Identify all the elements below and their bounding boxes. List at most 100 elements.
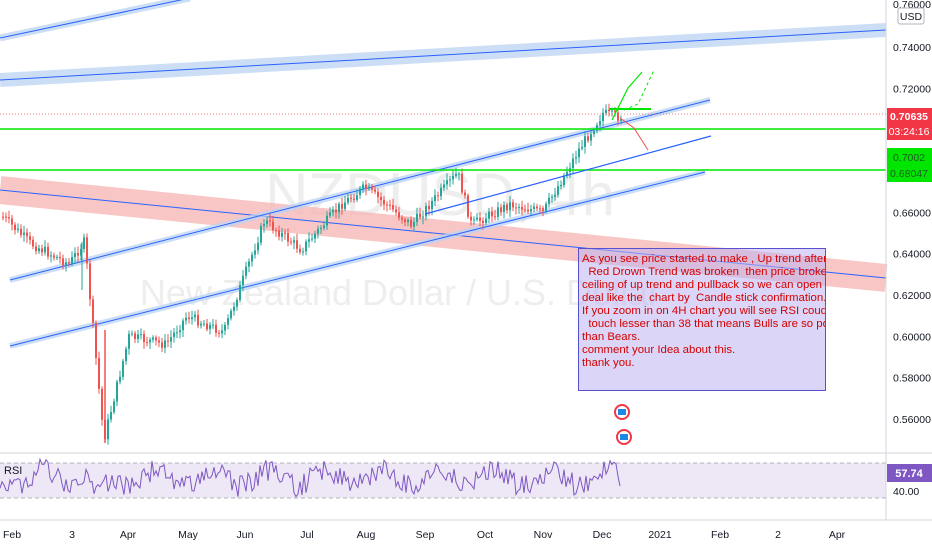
candle-body — [551, 196, 553, 198]
candle-body — [47, 246, 49, 257]
candle-body — [185, 317, 187, 321]
candlestick-series — [2, 103, 622, 445]
candle-body — [596, 125, 598, 131]
candle-body — [266, 220, 268, 225]
price-axis[interactable]: 0.74000 0.72000 0.66000 0.64000 0.62000 0.600… — [885, 0, 931, 520]
candle-body — [398, 212, 400, 218]
flag-icon[interactable] — [618, 409, 626, 415]
candle-body — [137, 334, 139, 339]
time-tick-label: Oct — [477, 529, 493, 541]
candle-body — [356, 195, 358, 200]
current-price-value: 0.70635 — [890, 111, 928, 123]
time-tick-label: 2021 — [648, 529, 672, 541]
candle-body — [77, 253, 79, 256]
candle-body — [23, 232, 25, 235]
candle-body — [152, 337, 154, 340]
candle-body — [68, 262, 70, 264]
candle-body — [341, 203, 343, 209]
currency-badge-label[interactable]: USD — [900, 11, 923, 23]
candle-body — [44, 246, 46, 253]
candle-body — [497, 207, 499, 217]
candle-body — [83, 237, 85, 249]
candle-body — [311, 238, 313, 240]
price-tick-label: 0.66000 — [893, 207, 931, 219]
candle-body — [53, 255, 55, 258]
currency-badge[interactable] — [897, 7, 925, 25]
candle-body — [602, 112, 604, 122]
candle-body — [89, 263, 91, 300]
candle-body — [443, 184, 445, 188]
candle-body — [218, 332, 220, 334]
time-tick-label: Nov — [534, 529, 553, 541]
candle-body — [296, 240, 298, 249]
candle-body — [524, 209, 526, 211]
candle-body — [2, 216, 4, 218]
candle-body — [608, 109, 610, 112]
current-price-badge — [887, 108, 932, 140]
candle-body — [179, 330, 181, 333]
candle-body — [416, 213, 418, 222]
candle-body — [575, 157, 577, 159]
candle-body — [176, 332, 178, 334]
annotation-line: Red Drown Trend was broken then price br… — [582, 266, 826, 278]
candle-body — [212, 324, 214, 326]
candle-body — [200, 323, 202, 326]
candle-body — [590, 134, 592, 141]
level-badge-value: 0.7002 — [893, 152, 925, 164]
candle-body — [503, 204, 505, 212]
candle-body — [122, 361, 124, 377]
flag-icon[interactable] — [620, 434, 628, 440]
candle-body — [14, 224, 16, 231]
candle-body — [194, 314, 196, 318]
candle-body — [317, 228, 319, 234]
candle-body — [245, 266, 247, 276]
price-tick-label: 0.64000 — [893, 249, 931, 261]
price-tick-label: 0.58000 — [893, 373, 931, 385]
candle-body — [440, 187, 442, 197]
candle-body — [488, 211, 490, 219]
time-tick-label: Apr — [120, 529, 137, 541]
candle-body — [470, 216, 472, 221]
candle-body — [74, 253, 76, 258]
annotation-note[interactable]: As you see price started to make , Up tr… — [578, 248, 826, 391]
candle-body — [233, 306, 235, 311]
annotation-line: As you see price started to make , Up tr… — [582, 253, 826, 265]
candle-body — [65, 262, 67, 266]
rsi-pane: RSI — [0, 452, 932, 499]
rsi-value: 57.74 — [895, 468, 923, 480]
candle-body — [494, 216, 496, 218]
candle-body — [287, 233, 289, 242]
candle-body — [614, 110, 616, 113]
price-tick-label: 0.72000 — [893, 83, 931, 95]
candle-body — [305, 241, 307, 252]
upper-channel-band-midline — [0, 29, 887, 81]
event-flags[interactable] — [614, 404, 632, 445]
level-badge — [887, 148, 932, 182]
candle-body — [164, 340, 166, 348]
candle-body — [113, 401, 115, 413]
candle-body — [224, 324, 226, 331]
candle-body — [203, 323, 205, 325]
candle-body — [521, 206, 523, 210]
candle-body — [206, 323, 208, 330]
candle-body — [38, 248, 40, 252]
candle-body — [509, 202, 511, 211]
countdown-timer: 03:24:16 — [889, 126, 930, 138]
candle-body — [437, 195, 439, 197]
candle-body — [560, 185, 562, 187]
time-tick-label: Aug — [357, 529, 376, 541]
time-tick-label: Feb — [711, 529, 729, 541]
candle-body — [134, 333, 136, 339]
candle-body — [527, 209, 529, 212]
candle-body — [533, 206, 535, 210]
candle-body — [329, 212, 331, 216]
candle-body — [482, 220, 484, 224]
candle-body — [518, 206, 520, 208]
time-axis[interactable]: Feb 3 Apr May Jun Jul Aug Sep Oct Nov Dec 2021 Feb 2 A… — [0, 519, 932, 541]
candle-body — [515, 207, 517, 209]
candle-body — [128, 333, 130, 349]
candle-body — [428, 205, 430, 210]
upper-channel-band-top-midline — [0, 0, 183, 39]
candle-body — [365, 184, 367, 189]
